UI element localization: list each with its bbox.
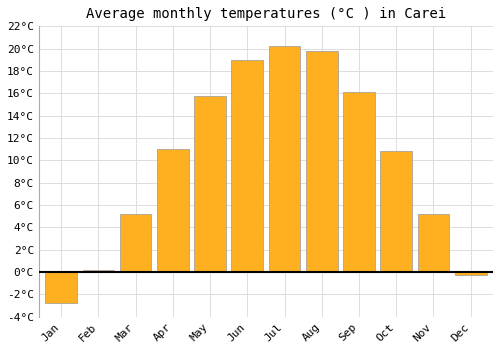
Bar (380, 152, 412, 272)
Bar (46, 272, 77, 303)
Bar (455, 272, 486, 275)
Bar (157, 149, 188, 272)
Bar (268, 47, 300, 272)
Bar (120, 214, 152, 272)
Bar (418, 214, 450, 272)
Bar (306, 51, 338, 272)
Bar (343, 92, 375, 272)
Bar (82, 270, 114, 272)
Bar (194, 96, 226, 272)
Bar (232, 60, 263, 272)
Title: Average monthly temperatures (°C ) in Carei: Average monthly temperatures (°C ) in Ca… (86, 7, 446, 21)
